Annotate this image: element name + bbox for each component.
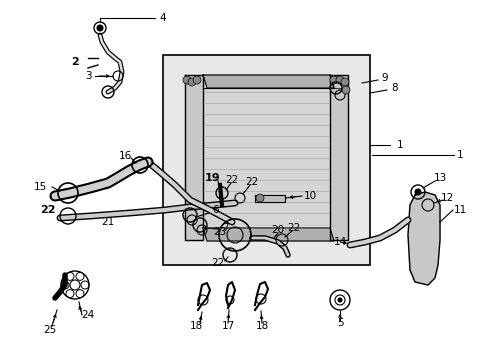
Text: 5: 5 [336,318,343,328]
Text: 22: 22 [245,177,258,187]
Circle shape [414,189,420,195]
Text: 25: 25 [43,325,57,335]
Text: 23: 23 [213,227,226,237]
Circle shape [256,194,264,202]
Polygon shape [329,75,347,240]
Text: 18: 18 [189,321,202,331]
Text: 3: 3 [84,71,91,81]
Text: 24: 24 [81,310,95,320]
Circle shape [183,76,191,84]
Text: 6: 6 [212,205,219,215]
Text: 22: 22 [40,205,56,215]
Bar [163,55,369,265]
Text: 22: 22 [211,258,224,268]
Text: 11: 11 [452,205,466,215]
Text: 8: 8 [391,83,398,93]
Polygon shape [203,88,329,228]
Text: 17: 17 [221,321,234,331]
Text: 1: 1 [396,140,403,150]
Text: 10: 10 [303,191,316,201]
Text: 4: 4 [160,13,166,23]
Text: 9: 9 [381,73,387,83]
Polygon shape [254,195,285,202]
Text: 16: 16 [118,151,131,161]
Circle shape [337,298,341,302]
Circle shape [341,86,349,94]
Text: 14: 14 [333,237,346,247]
Text: 20: 20 [271,225,284,235]
Polygon shape [407,192,439,285]
Text: 21: 21 [101,217,114,227]
Text: 2: 2 [71,57,79,67]
Circle shape [187,78,196,86]
Circle shape [329,76,337,84]
Text: 22: 22 [225,175,238,185]
Text: 13: 13 [432,173,446,183]
Circle shape [97,25,103,31]
Text: 18: 18 [255,321,268,331]
Text: 19: 19 [204,173,220,183]
Circle shape [340,78,348,86]
Polygon shape [203,75,333,88]
Text: 7: 7 [221,223,228,233]
Text: 12: 12 [440,193,453,203]
Text: 15: 15 [33,182,46,192]
Text: 22: 22 [287,223,300,233]
Polygon shape [203,228,333,241]
Text: 1: 1 [456,150,462,160]
Circle shape [193,76,201,84]
Polygon shape [184,75,203,240]
Circle shape [335,76,343,84]
